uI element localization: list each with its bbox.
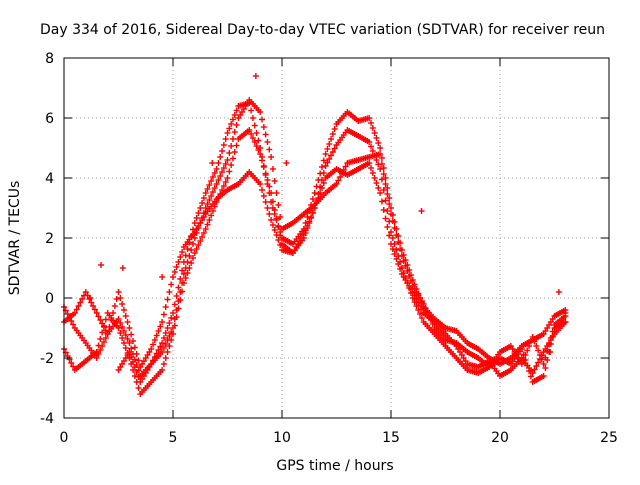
x-tick-label: 15: [382, 430, 400, 446]
y-tick-label: -2: [40, 351, 54, 367]
x-tick-label: 20: [491, 430, 509, 446]
y-tick-label: 8: [45, 51, 54, 67]
x-tick-label: 0: [60, 430, 69, 446]
y-axis-label: SDTVAR / TECUs: [7, 181, 23, 296]
x-tick-label: 5: [169, 430, 178, 446]
x-tick-label: 25: [600, 430, 618, 446]
data-series: [61, 73, 569, 397]
y-tick-label: 2: [45, 231, 54, 247]
series-stray-points: [87, 73, 569, 355]
y-tick-label: -4: [40, 411, 54, 427]
y-tick-label: 0: [45, 291, 54, 307]
chart-title: Day 334 of 2016, Sidereal Day-to-day VTE…: [40, 22, 605, 38]
axis-ticks: 0 5 10 15 20 25 -4 -2 0 2 4 6 8: [40, 51, 618, 446]
series-track-4: [61, 127, 569, 385]
y-tick-label: 4: [45, 171, 54, 187]
x-axis-label: GPS time / hours: [276, 458, 393, 474]
x-tick-label: 10: [273, 430, 291, 446]
y-tick-label: 6: [45, 111, 54, 127]
